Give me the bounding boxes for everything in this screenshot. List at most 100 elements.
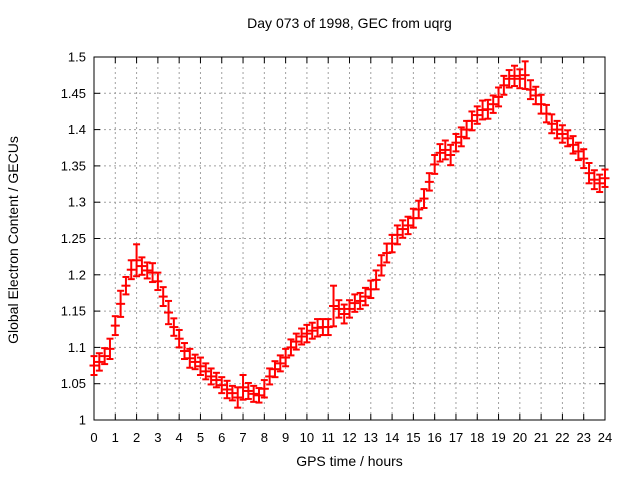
error-bar-point — [137, 256, 147, 276]
error-bar-point — [259, 379, 269, 399]
x-tick-label: 23 — [576, 430, 590, 445]
error-bar-point — [414, 199, 424, 220]
error-bar-point — [302, 323, 312, 344]
tick-marks — [93, 56, 606, 421]
x-tick-label: 13 — [364, 430, 378, 445]
x-tick-label: 22 — [555, 430, 569, 445]
error-bar-point — [403, 215, 413, 236]
error-bar-point — [158, 286, 168, 308]
error-bar-point — [573, 141, 583, 162]
error-bar-point — [307, 321, 317, 340]
error-bar-point — [275, 354, 285, 373]
error-bar-point — [339, 303, 349, 325]
error-bar-point — [499, 74, 509, 96]
error-bar-point — [547, 113, 557, 135]
error-bar-point — [376, 254, 386, 277]
error-bar-point — [456, 126, 466, 148]
y-tick-label: 1.05 — [61, 376, 86, 391]
y-tick-label: 1.15 — [61, 304, 86, 319]
error-bar-point — [419, 188, 429, 210]
y-tick-label: 1.4 — [68, 122, 86, 137]
x-tick-label: 18 — [470, 430, 484, 445]
error-bar-point — [504, 69, 514, 89]
x-tick-label: 9 — [282, 430, 289, 445]
x-tick-label: 3 — [154, 430, 161, 445]
error-bar-point — [105, 337, 115, 361]
error-bar-point — [494, 86, 504, 108]
error-bar-point — [89, 355, 99, 376]
error-bar-point — [488, 94, 498, 114]
error-bar-point — [568, 135, 578, 155]
y-tick-label: 1 — [79, 413, 86, 428]
y-tick-label: 1.3 — [68, 195, 86, 210]
error-bar-point — [169, 317, 179, 337]
y-tick-label: 1.5 — [68, 50, 86, 65]
error-bar-point — [584, 161, 594, 185]
error-bar-point — [350, 293, 360, 313]
y-tick-label: 1.25 — [61, 231, 86, 246]
error-bar-point — [110, 315, 120, 337]
error-bar-point — [430, 154, 440, 175]
error-bar-point — [116, 289, 126, 318]
error-bar-point — [600, 168, 610, 188]
error-bar-point — [233, 386, 243, 409]
error-bar-point — [174, 328, 184, 349]
error-bar-point — [371, 269, 381, 291]
error-bar-point — [345, 299, 354, 319]
error-bar-series — [89, 60, 610, 409]
error-bar-point — [281, 347, 291, 368]
error-bar-point — [164, 299, 174, 326]
error-bar-point — [222, 379, 232, 400]
error-bar-point — [94, 352, 104, 372]
error-bar-point — [270, 360, 280, 379]
x-axis-title: GPS time / hours — [296, 453, 403, 469]
error-bar-point — [451, 132, 461, 153]
error-bar-point — [201, 362, 211, 381]
error-bar-point — [563, 129, 573, 148]
y-tick-label: 1.1 — [68, 340, 86, 355]
error-bar-point — [254, 387, 264, 404]
error-bar-point — [334, 299, 344, 319]
grid-lines — [94, 57, 605, 420]
error-bar-point — [217, 376, 227, 395]
x-tick-label: 20 — [513, 430, 527, 445]
error-bar-point — [265, 367, 275, 386]
y-tick-label: 1.35 — [61, 158, 86, 173]
error-bar-point — [435, 143, 445, 163]
x-tick-label: 21 — [534, 430, 548, 445]
error-bar-point — [286, 338, 296, 357]
error-bar-point — [297, 327, 307, 346]
error-bar-point — [227, 384, 237, 402]
x-tick-label: 19 — [491, 430, 505, 445]
x-tick-label: 7 — [239, 430, 246, 445]
x-tick-label: 8 — [261, 430, 268, 445]
error-bar-point — [515, 68, 525, 90]
error-bar-point — [589, 169, 599, 191]
error-bar-point — [243, 381, 253, 400]
x-tick-label: 1 — [112, 430, 119, 445]
x-tick-labels: 0 1 2 3 4 5 6 7 8 9 10 11 12 13 14 15 16 17 18 19 20 21 22 23 24 — [90, 430, 612, 445]
x-tick-label: 2 — [133, 430, 140, 445]
chart-title: Day 073 of 1998, GEC from uqrg — [247, 15, 452, 31]
x-tick-label: 5 — [197, 430, 204, 445]
x-tick-label: 11 — [321, 430, 335, 445]
error-bar-point — [121, 275, 131, 296]
error-bar-point — [360, 286, 370, 307]
error-bar-point — [552, 119, 562, 140]
error-bar-point — [392, 224, 402, 246]
error-bar-point — [510, 64, 520, 88]
x-tick-label: 15 — [406, 430, 420, 445]
error-bar-point — [211, 371, 221, 389]
y-tick-label: 1.2 — [68, 267, 86, 282]
error-bar-point — [206, 367, 216, 386]
x-tick-label: 6 — [218, 430, 225, 445]
error-bar-point — [142, 261, 152, 280]
error-bar-point — [446, 143, 456, 167]
x-tick-label: 4 — [176, 430, 183, 445]
x-tick-label: 14 — [385, 430, 399, 445]
error-bar-point — [185, 347, 195, 369]
error-bar-point — [440, 139, 450, 161]
error-bar-point — [329, 284, 339, 328]
error-bar-point — [238, 373, 248, 401]
